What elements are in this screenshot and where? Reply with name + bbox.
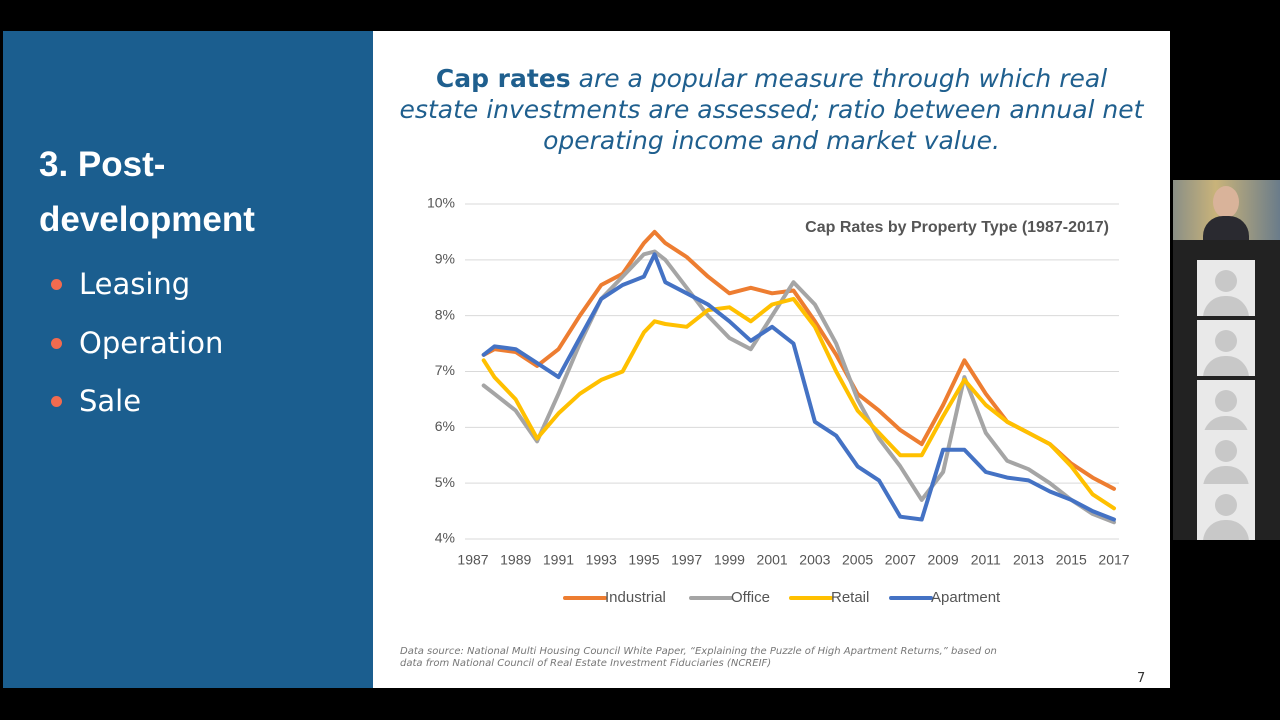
participant-panel: [1173, 180, 1280, 540]
x-tick-label: 1987: [457, 552, 488, 568]
participant-avatar[interactable]: [1197, 380, 1255, 436]
x-tick-label: 1991: [543, 552, 574, 568]
legend-label: Industrial: [605, 589, 666, 606]
legend-label: Apartment: [931, 589, 1001, 606]
y-tick-label: 7%: [435, 362, 455, 378]
participant-video[interactable]: [1173, 180, 1280, 240]
participant-avatar[interactable]: [1197, 430, 1255, 486]
y-tick-label: 5%: [435, 474, 455, 490]
slide-right-panel: Cap rates are a popular measure through …: [373, 31, 1170, 688]
bullet-text: Operation: [79, 326, 224, 360]
legend-label: Retail: [831, 589, 869, 606]
participant-avatar[interactable]: [1197, 260, 1255, 316]
bullet-text: Leasing: [79, 267, 191, 301]
series-line: [481, 249, 1116, 525]
x-tick-label: 2009: [927, 552, 958, 568]
x-tick-label: 2005: [842, 552, 873, 568]
x-tick-label: 1989: [500, 552, 531, 568]
x-tick-label: 2017: [1098, 552, 1129, 568]
header-bold: Cap rates: [435, 64, 571, 93]
x-tick-label: 2011: [971, 552, 1001, 568]
slide-header: Cap rates are a popular measure through …: [393, 63, 1150, 156]
x-tick-label: 2003: [799, 552, 830, 568]
x-tick-label: 2013: [1013, 552, 1044, 568]
series-line: [481, 252, 1116, 522]
source-note: Data source: National Multi Housing Coun…: [400, 646, 997, 669]
legend-label: Office: [731, 589, 770, 606]
bullet-item: Operation: [51, 326, 223, 360]
x-tick-label: 1995: [628, 552, 659, 568]
chart: 4% 5% 6% 7% 8% 9% 10% 1987 1989 1991 1993 1995 1997 1…: [427, 195, 1130, 606]
y-tick-label: 4%: [435, 530, 455, 546]
bullet-item: Sale: [51, 384, 141, 418]
y-tick-label: 6%: [435, 418, 455, 434]
slide-left-panel: 3. Post-development Leasing Operation Sa…: [3, 31, 373, 688]
page-number: 7: [1137, 671, 1146, 686]
chart-title: Cap Rates by Property Type (1987-2017): [805, 219, 1109, 236]
y-tick-label: 10%: [427, 195, 455, 211]
series-line: [481, 296, 1116, 511]
y-tick-label: 8%: [435, 306, 455, 322]
y-tick-label: 9%: [435, 251, 455, 267]
x-tick-label: 2007: [885, 552, 916, 568]
participant-avatar[interactable]: [1197, 320, 1255, 376]
bullet-item: Leasing: [51, 267, 190, 301]
x-tick-label: 1997: [671, 552, 702, 568]
slide-heading: 3. Post-development: [39, 145, 255, 239]
participant-avatar[interactable]: [1197, 484, 1255, 540]
x-tick-label: 1999: [714, 552, 745, 568]
x-tick-label: 2001: [757, 552, 788, 568]
x-tick-label: 2015: [1056, 552, 1087, 568]
header-text: are a popular measure through which real…: [399, 64, 1144, 155]
bullet-text: Sale: [79, 384, 142, 418]
x-tick-label: 1993: [586, 552, 617, 568]
